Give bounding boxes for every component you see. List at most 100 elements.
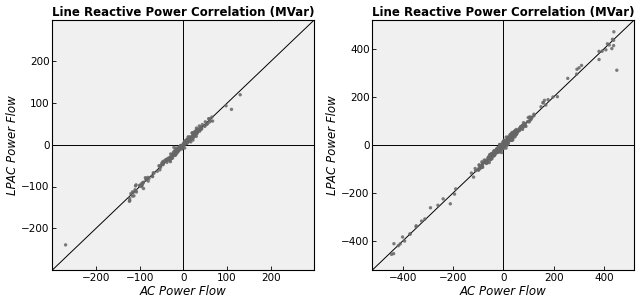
Point — [166, 151, 176, 156]
Point — [509, 130, 519, 135]
Point — [500, 140, 510, 145]
Point — [495, 142, 505, 147]
Point — [179, 142, 189, 147]
Point — [470, 166, 480, 171]
Point — [594, 49, 604, 54]
Point — [518, 126, 528, 130]
Point — [184, 138, 195, 143]
Point — [512, 128, 522, 133]
Point — [486, 152, 497, 157]
Point — [508, 134, 518, 139]
Point — [494, 147, 504, 152]
Point — [158, 159, 168, 164]
Point — [510, 133, 520, 137]
Point — [175, 143, 186, 148]
Point — [184, 137, 195, 142]
Point — [492, 150, 502, 155]
Point — [160, 158, 170, 163]
Point — [191, 130, 202, 135]
Point — [492, 147, 502, 152]
Point — [509, 130, 520, 134]
Point — [506, 137, 516, 142]
Point — [498, 143, 508, 148]
Point — [497, 147, 508, 151]
Point — [497, 147, 508, 151]
Point — [520, 122, 530, 126]
Point — [404, 232, 415, 237]
Point — [500, 140, 511, 145]
Point — [517, 123, 527, 128]
Point — [516, 125, 526, 130]
Point — [505, 135, 515, 140]
Point — [207, 119, 218, 123]
Point — [510, 134, 520, 139]
Point — [495, 146, 505, 151]
Point — [496, 142, 506, 147]
Point — [182, 137, 193, 142]
Point — [166, 155, 177, 160]
Point — [138, 180, 148, 185]
Point — [508, 133, 518, 138]
Point — [490, 150, 500, 155]
Point — [485, 155, 495, 160]
Point — [492, 148, 502, 153]
Point — [166, 155, 177, 160]
Point — [438, 196, 448, 201]
Point — [522, 119, 532, 124]
Point — [388, 251, 399, 256]
Point — [127, 189, 138, 194]
Point — [511, 131, 521, 136]
Point — [173, 149, 184, 154]
Point — [517, 127, 527, 132]
Point — [503, 138, 513, 143]
Point — [173, 150, 183, 155]
Point — [494, 144, 504, 149]
Point — [494, 148, 504, 153]
Point — [205, 116, 215, 121]
Point — [501, 146, 511, 150]
Point — [500, 141, 511, 146]
Point — [496, 144, 506, 149]
Point — [172, 149, 182, 154]
Point — [177, 144, 187, 149]
Point — [144, 176, 154, 181]
Point — [484, 154, 494, 159]
Point — [143, 179, 154, 184]
Point — [514, 128, 524, 133]
Point — [178, 143, 188, 148]
Point — [178, 143, 188, 148]
Point — [488, 153, 499, 158]
Point — [479, 158, 490, 163]
Point — [520, 123, 531, 128]
Point — [182, 140, 192, 145]
Point — [188, 135, 198, 140]
Point — [173, 147, 184, 152]
Point — [125, 198, 135, 203]
Point — [497, 150, 507, 155]
Point — [189, 132, 200, 137]
Point — [511, 132, 521, 137]
Point — [493, 149, 504, 154]
Point — [196, 127, 206, 132]
Point — [505, 137, 515, 142]
Title: Line Reactive Power Correlation (MVar): Line Reactive Power Correlation (MVar) — [52, 5, 315, 19]
Point — [487, 152, 497, 157]
Point — [488, 151, 499, 156]
Point — [498, 143, 508, 148]
Point — [197, 122, 207, 127]
Point — [473, 168, 483, 172]
Point — [189, 133, 199, 138]
Point — [482, 161, 492, 165]
Point — [509, 131, 520, 136]
Point — [489, 152, 499, 157]
Point — [166, 156, 176, 161]
Point — [179, 139, 189, 144]
Point — [540, 98, 550, 103]
Point — [166, 154, 177, 159]
Point — [511, 130, 521, 134]
Point — [168, 150, 179, 154]
Point — [191, 131, 201, 136]
Point — [488, 152, 499, 157]
Point — [506, 136, 516, 140]
Point — [512, 130, 522, 134]
